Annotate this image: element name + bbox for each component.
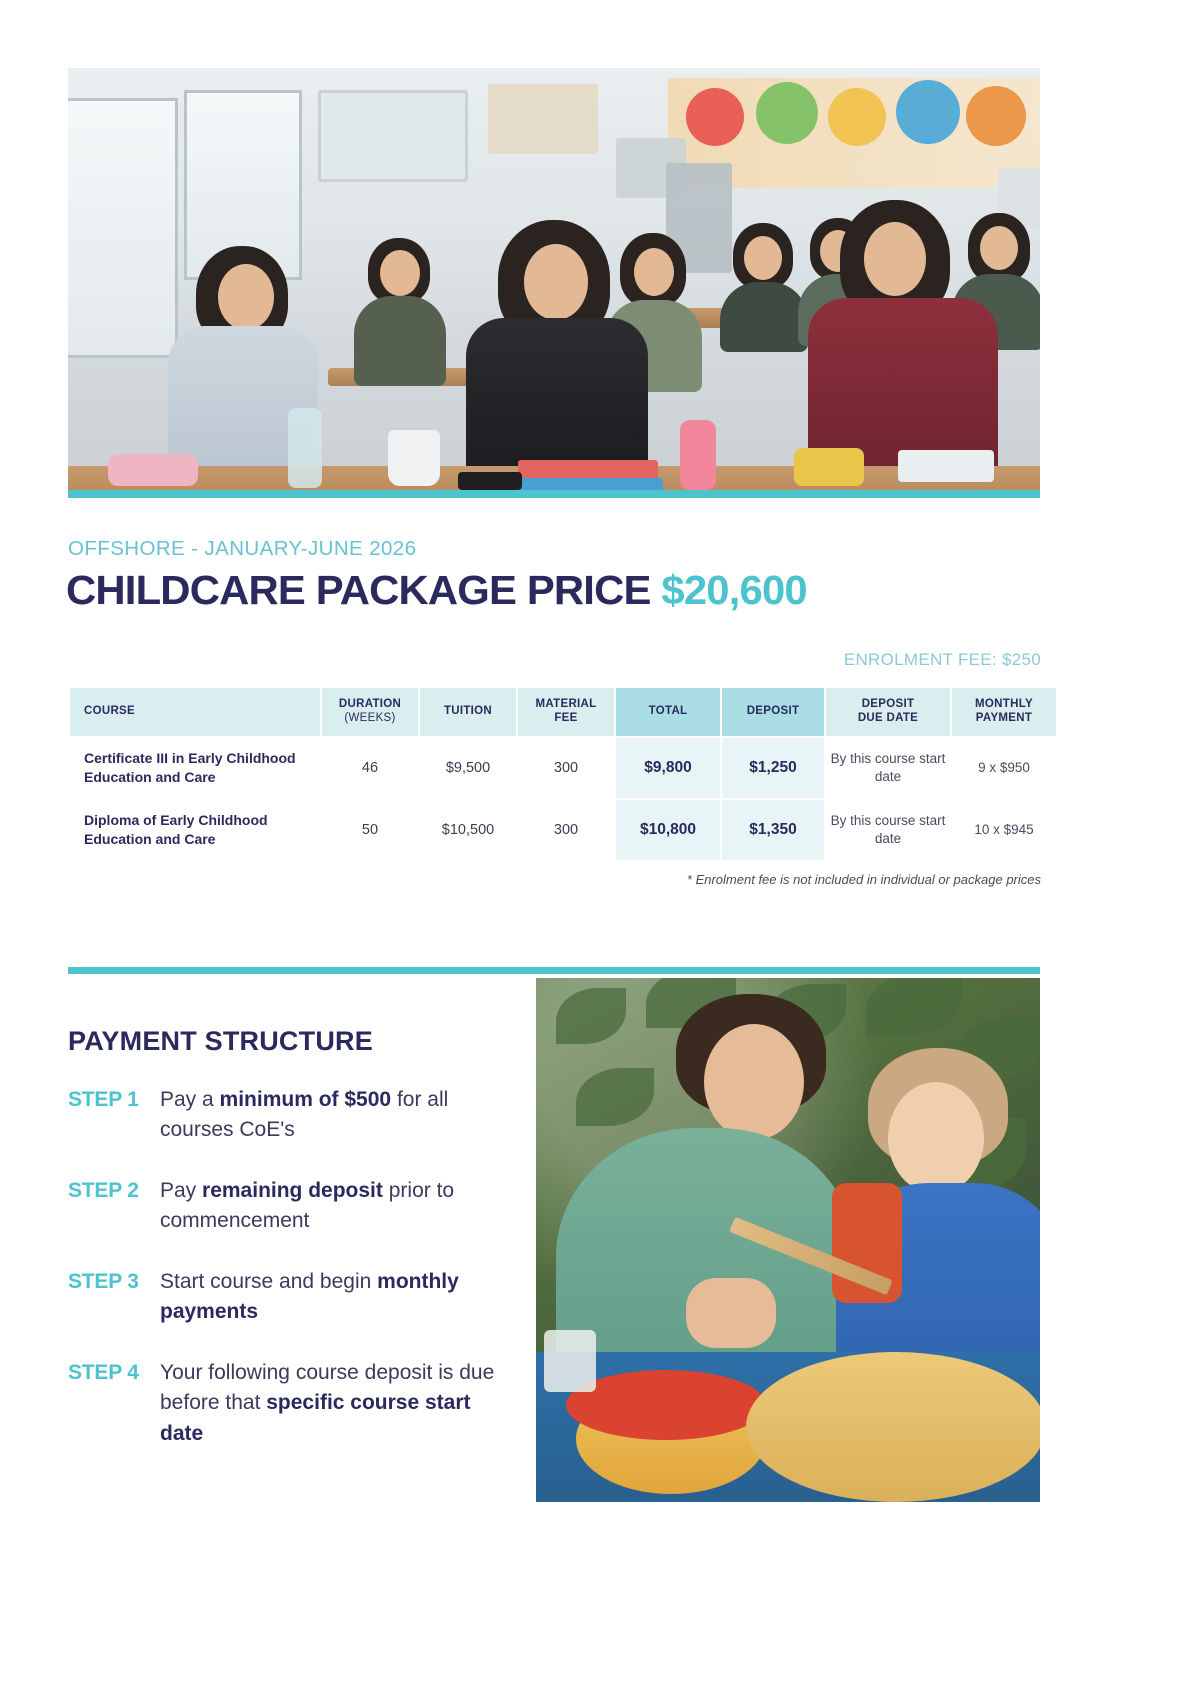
col-header-tuition: TUITION [420,688,516,736]
payment-step-plain: prior to commencement [160,1178,455,1233]
col-header-monthly-label: MONTHLY [975,698,1033,711]
cell-material-fee: 300 [518,738,614,798]
col-header-total: TOTAL [616,688,720,736]
child-head [888,1082,984,1194]
hero-image-classroom-students [68,68,1040,496]
payment-step-text: Pay remaining deposit prior to commencem… [160,1176,498,1237]
col-header-monthly-sub: PAYMENT [975,712,1033,724]
payment-step: STEP 1 Pay a minimum of $500 for all cour… [68,1085,498,1146]
poster-board [318,90,468,182]
cell-course: Diploma of Early Childhood Education and… [70,800,320,860]
col-header-duration-label: DURATION [338,698,402,711]
paper-cup [388,430,440,486]
cell-course: Certificate III in Early Childhood Educa… [70,738,320,798]
yellow-pouch [794,448,864,486]
teacher-head [704,1024,804,1140]
teacher-hand [686,1278,776,1348]
cell-tuition: $9,500 [420,738,516,798]
page-title-main: CHILDCARE PACKAGE PRICE [66,567,651,613]
col-header-material-fee: MATERIAL FEE [518,688,614,736]
payment-step-text: Pay a minimum of $500 for all courses Co… [160,1085,498,1146]
payment-step-label: STEP 3 [68,1269,139,1293]
payment-step: STEP 4 Your following course deposit is d… [68,1358,498,1449]
col-header-deposit-due-date: DEPOSIT DUE DATE [826,688,950,736]
payment-step-label: STEP 2 [68,1178,139,1202]
payment-step-label: STEP 4 [68,1360,139,1384]
fee-table-header: COURSE DURATION (WEEKS) TUITION MATERIAL… [70,688,1056,736]
cell-deposit-due-date: By this course start date [826,800,950,860]
alphabet-circle-e [966,86,1026,146]
blue-folder [513,478,663,492]
cell-monthly-payment: 9 x $950 [952,738,1056,798]
water-bottle [288,408,322,488]
col-header-course-label: COURSE [84,705,136,718]
plate-red [566,1370,766,1440]
payment-step-plain: Pay [160,1178,203,1202]
alphabet-circle-c [828,88,886,146]
cell-material-fee: 300 [518,800,614,860]
page-title: CHILDCARE PACKAGE PRICE $20,600 [66,567,808,614]
cell-deposit-due-date: By this course start date [826,738,950,798]
cell-monthly-payment: 10 x $945 [952,800,1056,860]
table-header-row: COURSE DURATION (WEEKS) TUITION MATERIAL… [70,688,1056,736]
enrolment-fee-label: ENROLMENT FEE: $250 [843,650,1041,669]
hero-underline-bar [68,490,1040,498]
eyebrow-text: OFFSHORE - JANUARY-JUNE 2026 [68,537,417,560]
package-price: $20,600 [661,567,807,613]
table-row: Diploma of Early Childhood Education and… [70,800,1056,860]
col-header-material-label: MATERIAL [535,698,597,711]
cell-total: $9,800 [616,738,720,798]
payment-step-plain: Pay a [160,1088,220,1111]
fee-table: COURSE DURATION (WEEKS) TUITION MATERIAL… [68,686,1058,862]
payment-step-emphasis: monthly payments [160,1269,459,1324]
payment-step-text: Your following course deposit is due bef… [160,1358,498,1449]
col-header-due-label: DEPOSIT [861,698,915,711]
col-header-monthly-payment: MONTHLY PAYMENT [952,688,1056,736]
alphabet-circle-a [686,88,744,146]
payment-step-plain: Your following course deposit is due bef… [160,1360,495,1415]
secondary-image-teacher-and-child [536,978,1040,1502]
payment-step-plain: for all courses CoE's [160,1088,449,1142]
pink-bottle [680,420,716,490]
payment-steps-list: STEP 1 Pay a minimum of $500 for all cour… [68,1085,498,1479]
cell-deposit: $1,250 [722,738,824,798]
cell-tuition: $10,500 [420,800,516,860]
payment-step-emphasis: specific course start date [160,1391,471,1445]
payment-step-text: Start course and begin monthly payments [160,1267,498,1328]
window-left [68,98,178,358]
cell-duration: 50 [322,800,418,860]
col-header-course: COURSE [70,688,320,736]
table-footnote: * Enrolment fee is not included in indiv… [686,872,1041,887]
section-divider [68,967,1040,974]
phone [458,472,522,490]
col-header-deposit-label: DEPOSIT [746,705,800,718]
cell-total: $10,800 [616,800,720,860]
plate-large-gold [746,1352,1040,1502]
alphabet-circle-b [756,82,818,144]
poster-beige [488,84,598,154]
table-row: Certificate III in Early Childhood Educa… [70,738,1056,798]
col-header-material-sub: FEE [554,712,578,724]
cell-deposit: $1,350 [722,800,824,860]
col-header-tuition-label: TUITION [443,705,493,718]
payment-step: STEP 3 Start course and begin monthly pay… [68,1267,498,1328]
col-header-duration-sub: (WEEKS) [344,712,396,724]
payment-step-label: STEP 1 [68,1088,139,1111]
cell-duration: 46 [322,738,418,798]
payment-step-plain: Start course and begin [160,1269,378,1293]
fee-table-body: Certificate III in Early Childhood Educa… [70,738,1056,860]
col-header-deposit: DEPOSIT [722,688,824,736]
payment-structure-title: PAYMENT STRUCTURE [68,1026,373,1056]
col-header-due-sub: DUE DATE [857,712,919,724]
payment-step: STEP 2 Pay remaining deposit prior to com… [68,1176,498,1237]
payment-step-emphasis: remaining deposit [202,1178,383,1202]
payment-step-emphasis: minimum of $500 [219,1088,392,1111]
paper-sheet [898,450,994,482]
alphabet-circle-d [896,80,960,144]
col-header-total-label: TOTAL [648,705,688,718]
glue-cup [544,1330,596,1392]
col-header-duration: DURATION (WEEKS) [322,688,418,736]
pink-pencil-case [108,454,198,486]
